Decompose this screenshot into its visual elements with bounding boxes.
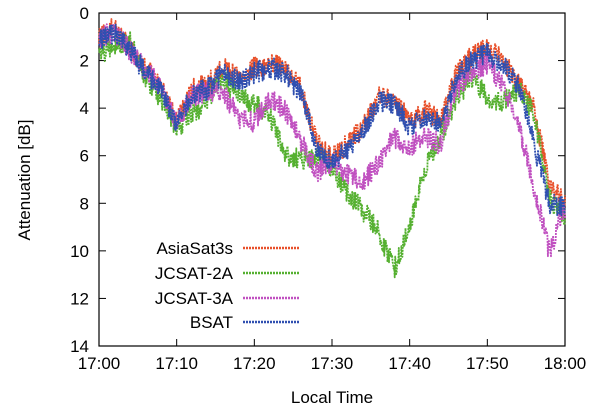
x-tick-label: 17:20 xyxy=(233,354,276,373)
series-line-bsat xyxy=(98,23,566,217)
x-tick-label: 18:00 xyxy=(544,354,587,373)
x-tick-label: 17:10 xyxy=(155,354,198,373)
series-group xyxy=(98,18,566,279)
legend: AsiaSat3s JCSAT-2A JCSAT-3A BSAT xyxy=(155,239,299,332)
y-tick-label: 14 xyxy=(70,337,89,356)
legend-label: JCSAT-2A xyxy=(155,264,234,283)
x-tick-label: 17:40 xyxy=(388,354,431,373)
y-tick-label: 0 xyxy=(80,4,89,23)
x-axis: 17:00 17:10 17:20 17:30 17:40 17:50 18:00 xyxy=(78,13,587,373)
y-tick-label: 2 xyxy=(80,52,89,71)
series-line-jcsat-3a xyxy=(98,23,566,258)
y-axis-label: Attenuation [dB] xyxy=(15,120,34,241)
y-tick-label: 4 xyxy=(80,99,89,118)
legend-label: JCSAT-3A xyxy=(155,289,234,308)
y-tick-label: 10 xyxy=(70,242,89,261)
y-axis: 0 2 4 6 8 10 12 14 xyxy=(70,4,565,356)
legend-label: AsiaSat3s xyxy=(156,239,233,258)
x-tick-label: 17:50 xyxy=(466,354,509,373)
x-tick-label: 17:00 xyxy=(78,354,121,373)
y-tick-label: 12 xyxy=(70,289,89,308)
legend-label: BSAT xyxy=(190,313,233,332)
x-tick-label: 17:30 xyxy=(311,354,354,373)
y-tick-label: 8 xyxy=(80,194,89,213)
y-tick-label: 6 xyxy=(80,147,89,166)
x-axis-label: Local Time xyxy=(291,388,373,407)
